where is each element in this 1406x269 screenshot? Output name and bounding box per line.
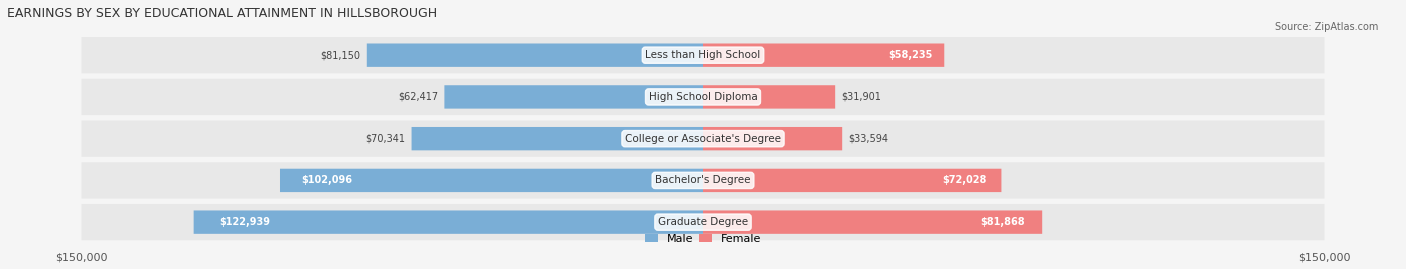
Text: Less than High School: Less than High School (645, 50, 761, 60)
Text: $72,028: $72,028 (942, 175, 987, 185)
FancyBboxPatch shape (82, 204, 1324, 240)
Text: $58,235: $58,235 (887, 50, 932, 60)
FancyBboxPatch shape (82, 162, 1324, 199)
FancyBboxPatch shape (703, 85, 835, 109)
Text: Bachelor's Degree: Bachelor's Degree (655, 175, 751, 185)
Text: $31,901: $31,901 (841, 92, 882, 102)
FancyBboxPatch shape (82, 121, 1324, 157)
FancyBboxPatch shape (82, 37, 1324, 73)
FancyBboxPatch shape (444, 85, 703, 109)
FancyBboxPatch shape (703, 44, 945, 67)
Legend: Male, Female: Male, Female (640, 229, 766, 248)
FancyBboxPatch shape (194, 210, 703, 234)
Text: $33,594: $33,594 (848, 134, 889, 144)
Text: Source: ZipAtlas.com: Source: ZipAtlas.com (1274, 22, 1378, 31)
Text: $102,096: $102,096 (301, 175, 352, 185)
FancyBboxPatch shape (412, 127, 703, 150)
Text: $62,417: $62,417 (398, 92, 439, 102)
FancyBboxPatch shape (703, 210, 1042, 234)
FancyBboxPatch shape (82, 79, 1324, 115)
FancyBboxPatch shape (703, 127, 842, 150)
Text: $122,939: $122,939 (219, 217, 270, 227)
Text: Graduate Degree: Graduate Degree (658, 217, 748, 227)
FancyBboxPatch shape (367, 44, 703, 67)
Text: $70,341: $70,341 (366, 134, 405, 144)
FancyBboxPatch shape (280, 169, 703, 192)
FancyBboxPatch shape (703, 169, 1001, 192)
Text: $81,150: $81,150 (321, 50, 360, 60)
Text: EARNINGS BY SEX BY EDUCATIONAL ATTAINMENT IN HILLSBOROUGH: EARNINGS BY SEX BY EDUCATIONAL ATTAINMEN… (7, 7, 437, 20)
Text: College or Associate's Degree: College or Associate's Degree (626, 134, 780, 144)
Text: $81,868: $81,868 (980, 217, 1025, 227)
Text: High School Diploma: High School Diploma (648, 92, 758, 102)
